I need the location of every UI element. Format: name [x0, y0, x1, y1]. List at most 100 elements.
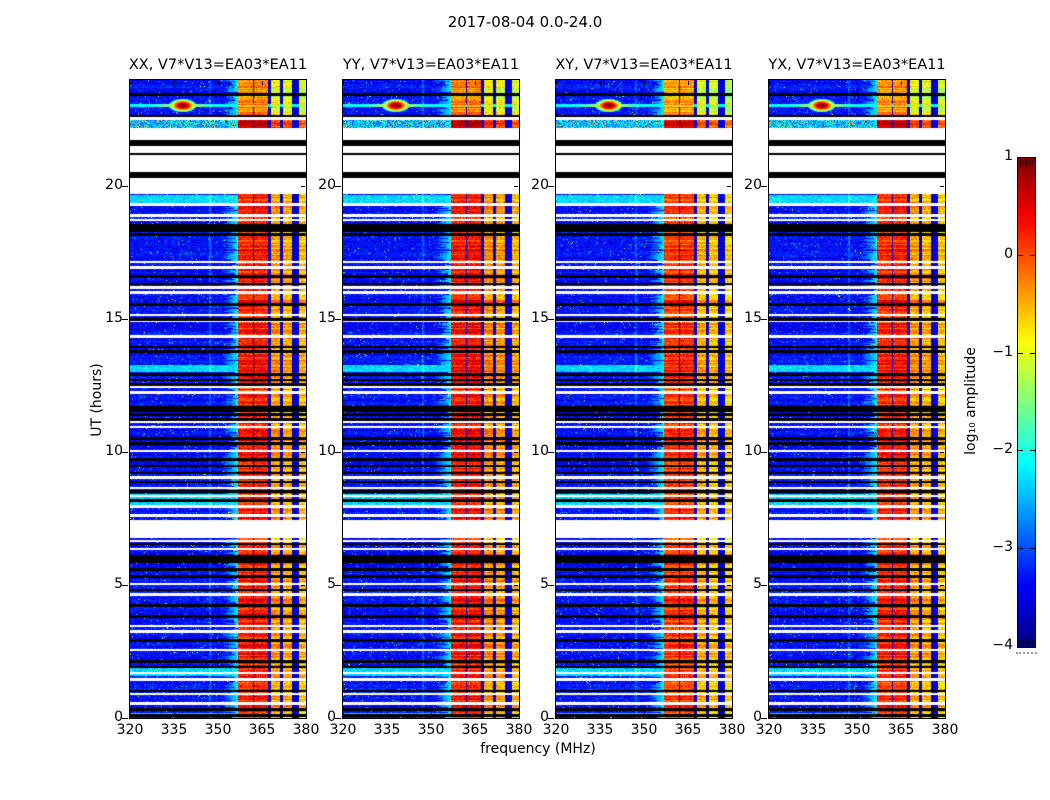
x-tick-mark: [475, 713, 476, 717]
x-tick-mark: [600, 713, 601, 717]
y-tick-label: 15: [744, 310, 762, 326]
x-tick-mark: [556, 81, 557, 85]
y-tick-label: 5: [753, 576, 762, 592]
y-tick-label: 20: [105, 177, 123, 193]
y-tick-label: 0: [753, 709, 762, 725]
y-tick-label: 0: [540, 709, 549, 725]
colorbar-tick-mark: [1030, 548, 1035, 549]
y-tick-mark: [727, 186, 731, 187]
y-tick-mark: [514, 319, 518, 320]
spectrogram-panel-yx: [768, 79, 946, 719]
y-tick-mark: [940, 186, 944, 187]
x-tick-mark: [688, 81, 689, 85]
x-tick-label: 320: [329, 722, 357, 738]
x-tick-mark: [688, 713, 689, 717]
y-tick-mark: [727, 452, 731, 453]
y-tick-mark: [335, 186, 341, 187]
x-tick-mark: [306, 713, 307, 717]
x-tick-label: 320: [755, 722, 783, 738]
x-tick-label: 380: [505, 722, 533, 738]
y-tick-label: 15: [105, 310, 123, 326]
x-tick-mark: [857, 713, 858, 717]
y-tick-label: 20: [744, 177, 762, 193]
y-tick-label: 5: [114, 576, 123, 592]
colorbar-tick-mark: [1018, 450, 1023, 451]
x-tick-mark: [218, 81, 219, 85]
x-tick-label: 350: [417, 722, 445, 738]
colorbar-dotted-edge: [1016, 652, 1037, 654]
x-tick-label: 365: [248, 722, 276, 738]
panel-title-yx: YX, V7*V13=EA03*EA11: [768, 57, 946, 73]
colorbar-tick-label: −2: [992, 441, 1013, 458]
x-tick-label: 365: [674, 722, 702, 738]
y-tick-mark: [301, 186, 305, 187]
x-axis-label: frequency (MHz): [480, 741, 596, 757]
y-tick-mark: [514, 585, 518, 586]
y-tick-mark: [940, 319, 944, 320]
y-tick-mark: [301, 452, 305, 453]
y-tick-mark: [335, 585, 341, 586]
colorbar-tick-mark: [1030, 450, 1035, 451]
x-tick-mark: [343, 81, 344, 85]
x-tick-mark: [475, 81, 476, 85]
x-tick-mark: [556, 713, 557, 717]
y-tick-mark: [335, 718, 341, 719]
spectrogram-panel-xy: [555, 79, 733, 719]
x-tick-label: 380: [931, 722, 959, 738]
panel-title-xx: XX, V7*V13=EA03*EA11: [128, 57, 308, 73]
x-tick-mark: [732, 81, 733, 85]
y-tick-label: 5: [327, 576, 336, 592]
x-tick-mark: [901, 713, 902, 717]
x-tick-label: 320: [116, 722, 144, 738]
y-tick-mark: [940, 452, 944, 453]
panel-title-yy: YY, V7*V13=EA03*EA11: [342, 57, 520, 73]
y-tick-mark: [761, 452, 767, 453]
x-tick-mark: [600, 81, 601, 85]
colorbar-tick-mark: [1018, 548, 1023, 549]
x-tick-mark: [130, 81, 131, 85]
x-tick-label: 365: [461, 722, 489, 738]
x-tick-mark: [343, 713, 344, 717]
colorbar-tick-mark: [1030, 353, 1035, 354]
colorbar-tick-label: −1: [992, 343, 1013, 360]
colorbar-label: log₁₀ amplitude: [963, 347, 979, 455]
y-tick-mark: [761, 585, 767, 586]
y-tick-mark: [727, 718, 731, 719]
x-tick-mark: [813, 81, 814, 85]
colorbar-tick-label: −4: [992, 637, 1013, 653]
x-tick-label: 320: [542, 722, 570, 738]
x-tick-mark: [262, 713, 263, 717]
x-tick-label: 380: [292, 722, 320, 738]
x-tick-mark: [174, 81, 175, 85]
x-tick-mark: [857, 81, 858, 85]
x-tick-mark: [218, 713, 219, 717]
y-tick-label: 15: [531, 310, 549, 326]
y-tick-mark: [122, 319, 128, 320]
y-tick-label: 10: [105, 443, 123, 459]
x-tick-mark: [174, 713, 175, 717]
x-tick-mark: [644, 81, 645, 85]
y-tick-mark: [761, 319, 767, 320]
y-tick-mark: [548, 718, 554, 719]
x-tick-mark: [732, 713, 733, 717]
colorbar-canvas: [1018, 158, 1035, 647]
x-tick-mark: [769, 81, 770, 85]
spectrogram-panel-xx: [129, 79, 307, 719]
spectrogram-canvas-xx: [130, 80, 306, 718]
y-tick-label: 10: [318, 443, 336, 459]
spectrogram-canvas-xy: [556, 80, 732, 718]
colorbar-tick-mark: [1030, 255, 1035, 256]
spectrogram-panel-yy: [342, 79, 520, 719]
x-tick-mark: [431, 713, 432, 717]
y-tick-mark: [301, 585, 305, 586]
x-tick-mark: [644, 713, 645, 717]
x-tick-mark: [130, 713, 131, 717]
colorbar-tick-label: −3: [992, 539, 1013, 556]
x-tick-label: 335: [373, 722, 401, 738]
y-tick-mark: [301, 319, 305, 320]
x-tick-mark: [945, 713, 946, 717]
y-tick-label: 5: [540, 576, 549, 592]
y-tick-label: 20: [531, 177, 549, 193]
x-tick-mark: [387, 81, 388, 85]
x-tick-label: 335: [160, 722, 188, 738]
